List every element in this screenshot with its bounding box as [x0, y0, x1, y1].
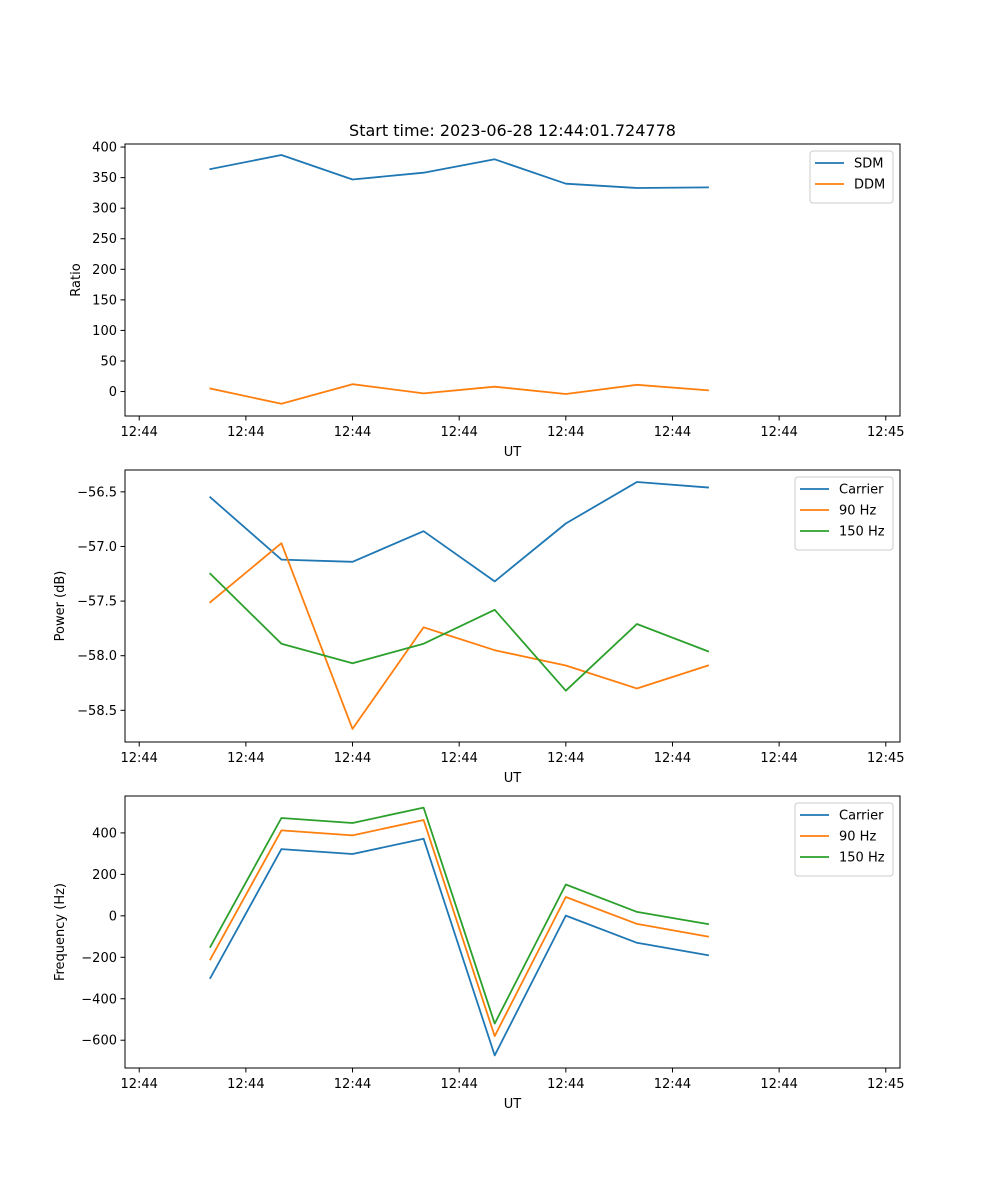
series-line-carrier — [209, 481, 709, 583]
x-tick-label: 12:44 — [120, 1077, 157, 1092]
y-tick-label: −400 — [81, 992, 117, 1007]
series-line-150-hz — [209, 572, 710, 692]
series-line-sdm — [209, 154, 709, 189]
figure-title: Start time: 2023-06-28 12:44:01.724778 — [349, 121, 676, 140]
legend-label: DDM — [854, 178, 885, 193]
y-tick-label: 0 — [109, 909, 117, 924]
x-tick-label: 12:44 — [760, 425, 797, 440]
y-tick-label: −58.5 — [77, 704, 117, 719]
y-tick-label: 250 — [92, 232, 117, 247]
legend: SDM DDM — [809, 150, 894, 204]
x-tick-label: 12:44 — [120, 751, 157, 766]
y-tick-label: 350 — [92, 171, 117, 186]
x-tick-label: 12:44 — [334, 751, 371, 766]
y-tick-label: −56.5 — [77, 485, 117, 500]
y-tick-label: 100 — [92, 324, 117, 339]
x-tick-label: 12:44 — [654, 751, 691, 766]
y-tick-label: −57.5 — [77, 595, 117, 610]
legend: Carrier 90 Hz 150 Hz — [794, 476, 894, 551]
legend-label: Carrier — [839, 483, 884, 498]
x-tick-label: 12:44 — [547, 1077, 584, 1092]
y-tick-label: 200 — [92, 263, 117, 278]
x-tick-label: 12:44 — [654, 1077, 691, 1092]
x-tick-label: 12:44 — [654, 425, 691, 440]
x-axis-label: UT — [504, 771, 522, 786]
legend-label: 90 Hz — [839, 830, 876, 845]
legend-frame — [809, 150, 894, 204]
series-line-90-hz — [209, 542, 710, 730]
y-axis-label: Frequency (Hz) — [53, 883, 68, 981]
x-tick-label: 12:44 — [227, 751, 264, 766]
legend-label: 150 Hz — [839, 851, 885, 866]
x-axis-label: UT — [504, 1097, 522, 1112]
x-tick-label: 12:44 — [440, 1077, 477, 1092]
x-tick-label: 12:45 — [867, 751, 904, 766]
plot-frame — [124, 469, 901, 743]
x-tick-label: 12:44 — [440, 425, 477, 440]
legend-label: Carrier — [839, 809, 884, 824]
y-tick-label: 150 — [92, 293, 117, 308]
y-tick-label: 200 — [92, 868, 117, 883]
y-tick-label: 400 — [92, 141, 117, 156]
x-tick-label: 12:44 — [334, 425, 371, 440]
y-tick-label: −57.0 — [77, 540, 117, 555]
plot-frame — [124, 143, 901, 417]
y-axis-label: Ratio — [69, 263, 84, 296]
y-tick-label: 50 — [100, 354, 117, 369]
legend: Carrier 90 Hz 150 Hz — [794, 802, 894, 877]
y-axis-label: Power (dB) — [53, 571, 68, 642]
x-tick-label: 12:44 — [760, 1077, 797, 1092]
x-tick-label: 12:44 — [440, 751, 477, 766]
x-tick-label: 12:45 — [867, 425, 904, 440]
y-tick-label: −600 — [81, 1034, 117, 1049]
x-tick-label: 12:44 — [547, 425, 584, 440]
plot-frame — [124, 795, 901, 1069]
series-line-150-hz — [209, 806, 710, 1025]
x-tick-label: 12:44 — [227, 1077, 264, 1092]
x-tick-label: 12:44 — [120, 425, 157, 440]
y-tick-label: 300 — [92, 202, 117, 217]
y-tick-label: −58.0 — [77, 649, 117, 664]
series-line-carrier — [209, 837, 710, 1057]
chart-panel-3: 12:44 12:44 12:44 12:44 12:44 12:44 12:44 12:45… — [53, 795, 905, 1112]
y-tick-label: 0 — [109, 385, 117, 400]
chart-panel-1: 12:44 12:44 12:44 12:44 12:44 12:44 12:44 12:45… — [69, 141, 905, 460]
x-tick-label: 12:44 — [760, 751, 797, 766]
legend-label: SDM — [854, 157, 883, 172]
series-line-90-hz — [209, 819, 710, 1037]
series-line-ddm — [209, 383, 709, 405]
x-tick-label: 12:44 — [227, 425, 264, 440]
chart-panel-2: 12:44 12:44 12:44 12:44 12:44 12:44 12:44 12:45… — [53, 469, 905, 786]
y-tick-label: 400 — [92, 826, 117, 841]
x-axis-label: UT — [504, 445, 522, 460]
x-tick-label: 12:44 — [547, 751, 584, 766]
y-tick-label: −200 — [81, 951, 117, 966]
x-tick-label: 12:45 — [867, 1077, 904, 1092]
legend-label: 150 Hz — [839, 525, 885, 540]
legend-label: 90 Hz — [839, 504, 876, 519]
x-tick-label: 12:44 — [334, 1077, 371, 1092]
